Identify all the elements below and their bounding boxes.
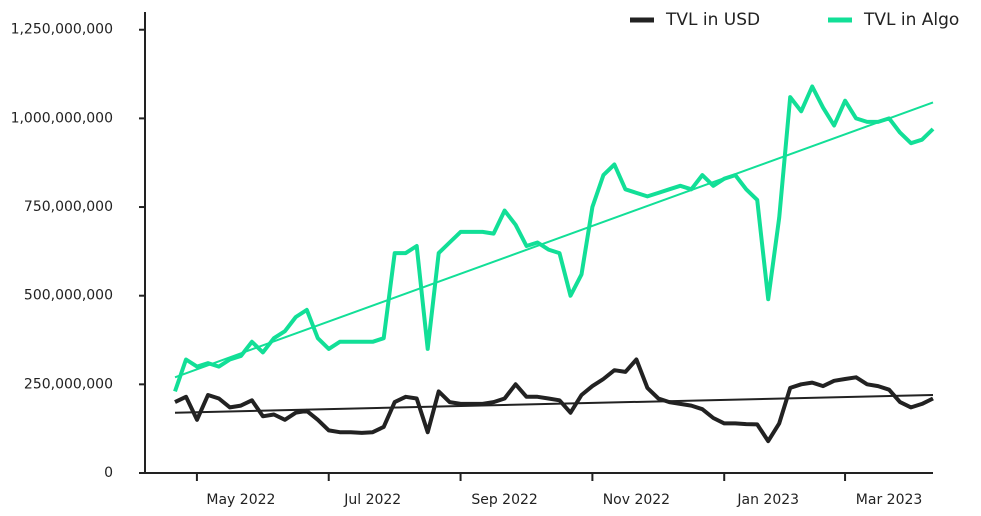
series-line xyxy=(174,357,934,444)
y-tick-label: 1,250,000,000 xyxy=(11,22,113,38)
y-tick-label: 1,000,000,000 xyxy=(11,110,113,126)
legend-label: TVL in USD xyxy=(665,10,760,30)
y-tick-label: 750,000,000 xyxy=(24,199,113,215)
legend-label: TVL in Algo xyxy=(863,10,959,30)
y-tick-label: 500,000,000 xyxy=(24,288,113,304)
x-tick-label: Jan 2023 xyxy=(736,492,799,508)
x-tick-label: Nov 2022 xyxy=(603,492,670,508)
y-tick-label: 0 xyxy=(104,465,113,481)
series-line xyxy=(173,84,935,393)
x-tick-label: Sep 2022 xyxy=(471,492,537,508)
trend-line xyxy=(174,393,934,414)
x-tick-label: Jul 2022 xyxy=(343,492,401,508)
trend-line xyxy=(174,101,934,379)
x-tick-label: Mar 2023 xyxy=(856,492,923,508)
y-tick-label: 250,000,000 xyxy=(24,376,113,392)
x-tick-label: May 2022 xyxy=(206,492,275,508)
